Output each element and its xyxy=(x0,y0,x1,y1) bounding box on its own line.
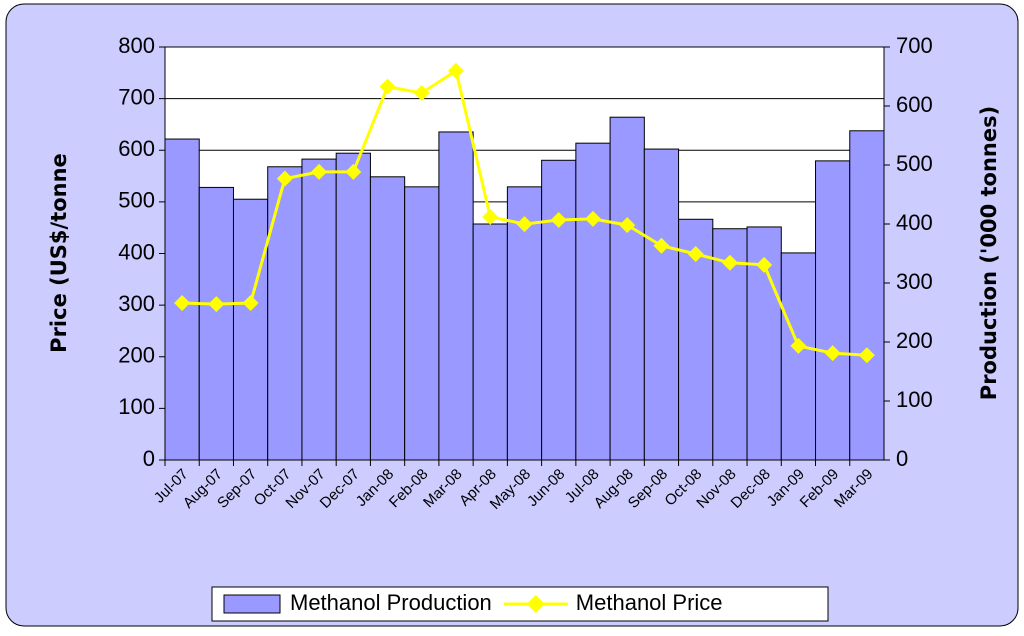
line-marker xyxy=(687,246,704,263)
line-marker xyxy=(721,254,738,271)
bar xyxy=(369,176,406,461)
line-marker xyxy=(824,345,841,362)
line-marker xyxy=(174,295,191,312)
line-marker xyxy=(653,237,670,254)
bar xyxy=(301,158,337,461)
y-tick-label: 800 xyxy=(118,33,155,58)
legend-label: Methanol Production xyxy=(290,590,492,615)
bar xyxy=(849,130,885,461)
line-marker xyxy=(413,84,430,101)
y2-tick-label: 400 xyxy=(896,210,933,235)
y-axis-title: Price (US$/tonne xyxy=(47,153,71,353)
line-marker xyxy=(550,211,567,228)
bar xyxy=(198,186,234,461)
line-marker xyxy=(756,256,773,273)
line-marker xyxy=(311,163,328,180)
bar xyxy=(267,166,303,461)
line-marker xyxy=(858,347,875,364)
legend-swatch xyxy=(223,594,281,614)
legend-marker xyxy=(526,595,545,613)
line-marker xyxy=(790,337,807,354)
bar xyxy=(609,116,645,461)
y2-tick-label: 300 xyxy=(896,269,933,294)
line-marker xyxy=(619,217,636,234)
y-tick-label: 100 xyxy=(118,394,155,419)
line-marker xyxy=(516,216,533,233)
y-tick-label: 400 xyxy=(118,239,155,264)
line-marker xyxy=(584,210,601,227)
y2-tick-label: 0 xyxy=(896,446,908,471)
bar xyxy=(643,148,680,461)
y2-tick-label: 500 xyxy=(896,151,933,176)
line-marker xyxy=(242,295,259,312)
bar xyxy=(472,223,508,461)
bar xyxy=(575,142,611,461)
legend-label: Methanol Price xyxy=(576,590,723,615)
line-marker xyxy=(345,163,362,180)
bar xyxy=(404,186,440,461)
line-marker xyxy=(208,296,225,313)
y-tick-label: 200 xyxy=(118,343,155,368)
y-tick-label: 0 xyxy=(143,446,155,471)
bar xyxy=(438,131,474,461)
bar xyxy=(335,152,371,461)
y-tick-label: 300 xyxy=(118,291,155,316)
y2-tick-label: 600 xyxy=(896,92,933,117)
y2-tick-label: 100 xyxy=(896,387,933,412)
y-tick-label: 600 xyxy=(118,136,155,161)
y2-axis-title: Production ('000 tonnes) xyxy=(977,106,1001,400)
line-marker xyxy=(482,208,499,225)
y-tick-label: 700 xyxy=(118,84,155,109)
y-tick-label: 500 xyxy=(118,188,155,213)
line-marker xyxy=(276,170,293,187)
y2-tick-label: 200 xyxy=(896,328,933,353)
bar xyxy=(232,198,269,461)
bar xyxy=(815,160,851,461)
line-marker xyxy=(379,78,396,95)
bar xyxy=(506,186,543,461)
line-marker xyxy=(448,62,465,79)
y2-tick-label: 700 xyxy=(896,33,933,58)
bar xyxy=(541,159,577,461)
bar xyxy=(780,252,817,461)
